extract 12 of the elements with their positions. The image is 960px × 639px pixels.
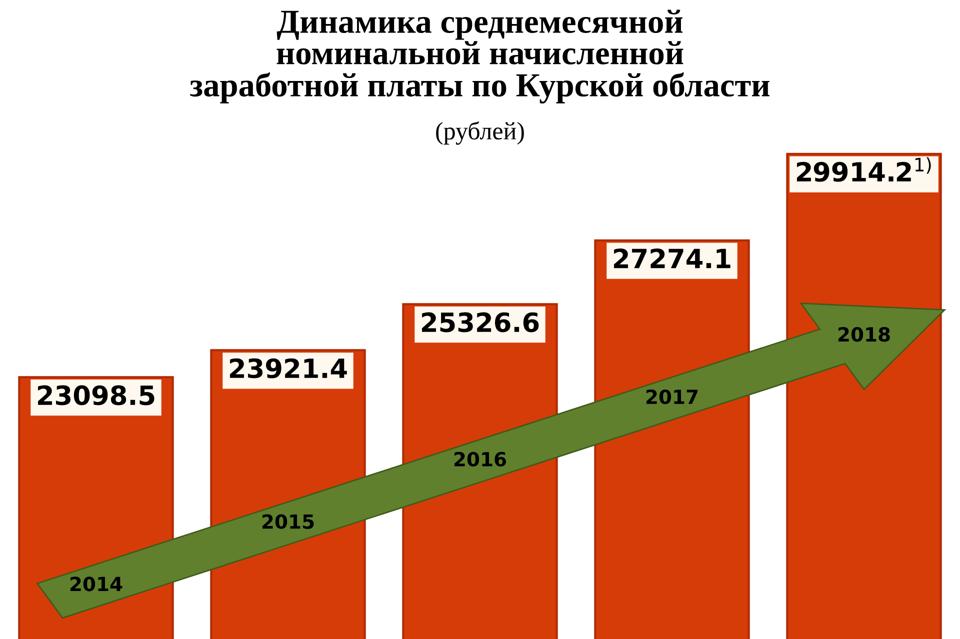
x-tick-label: 2015 — [262, 514, 314, 529]
x-tick-label: 2016 — [454, 452, 506, 467]
chart-subtitle: (рублей) — [436, 121, 524, 145]
chart-title: Динамика среднемесячной номинальной начисленной заработной платы по Курской области — [190, 10, 770, 104]
data-label: 29914.2$^{1)}$ — [796, 157, 931, 182]
data-label: 23921.4 — [230, 358, 347, 378]
x-tick-label: 2017 — [646, 389, 698, 404]
data-label: 25326.6 — [422, 312, 539, 332]
x-tick-label: 2014 — [70, 576, 122, 592]
data-label: 23098.5 — [38, 385, 154, 406]
data-label: 27274.1 — [614, 248, 730, 268]
x-tick-label: 2018 — [838, 327, 890, 342]
